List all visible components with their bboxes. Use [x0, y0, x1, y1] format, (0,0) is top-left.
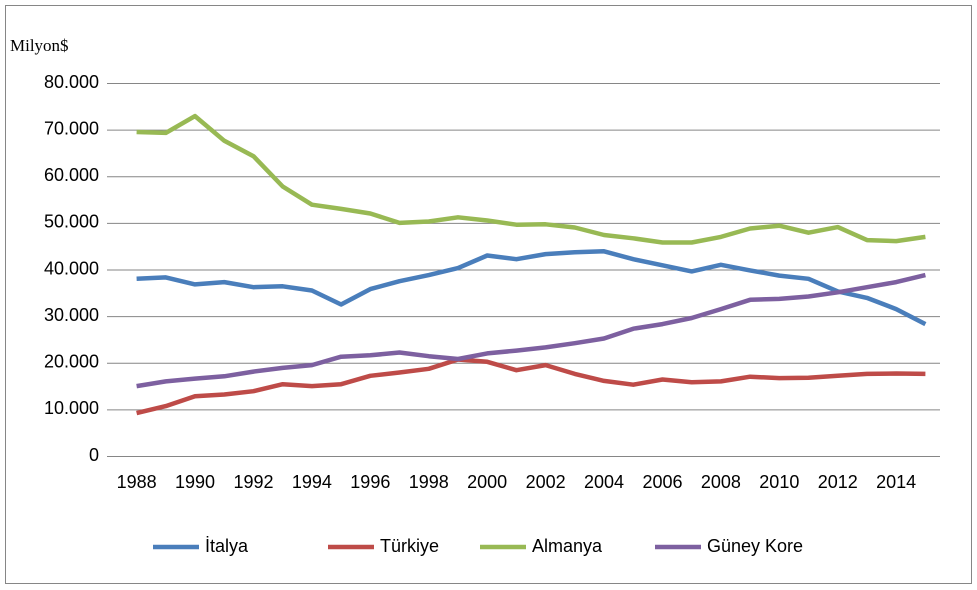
series-line	[136, 272, 926, 389]
chart-border	[5, 5, 972, 584]
x-tick-label: 2014	[876, 472, 916, 492]
y-axis-label: Milyon$	[10, 36, 69, 55]
x-tick-label: 1994	[292, 472, 332, 492]
y-tick-label: 10.000	[44, 398, 99, 418]
y-tick-label: 30.000	[44, 305, 99, 325]
x-tick-label: 2008	[701, 472, 741, 492]
y-tick-label: 20.000	[44, 352, 99, 372]
y-tick-label: 50.000	[44, 212, 99, 232]
x-tick-label: 2010	[759, 472, 799, 492]
legend-label: İtalya	[205, 536, 249, 556]
series-line	[136, 357, 926, 416]
x-tick-label: 1988	[117, 472, 157, 492]
x-tick-label: 1992	[233, 472, 273, 492]
y-tick-label: 0	[89, 445, 99, 465]
y-tick-label: 40.000	[44, 258, 99, 278]
x-tick-label: 2000	[467, 472, 507, 492]
legend-label: Güney Kore	[707, 536, 803, 556]
x-tick-label: 1990	[175, 472, 215, 492]
series-line	[136, 249, 927, 327]
x-tick-label: 2006	[642, 472, 682, 492]
x-tick-label: 1996	[350, 472, 390, 492]
legend-label: Almanya	[532, 536, 603, 556]
series-line	[136, 113, 926, 245]
y-tick-label: 70.000	[44, 118, 99, 138]
y-tick-label: 60.000	[44, 165, 99, 185]
x-tick-label: 2012	[818, 472, 858, 492]
x-tick-label: 1998	[409, 472, 449, 492]
y-tick-label: 80.000	[44, 72, 99, 92]
legend-label: Türkiye	[380, 536, 439, 556]
x-tick-label: 2004	[584, 472, 624, 492]
x-tick-label: 2002	[526, 472, 566, 492]
